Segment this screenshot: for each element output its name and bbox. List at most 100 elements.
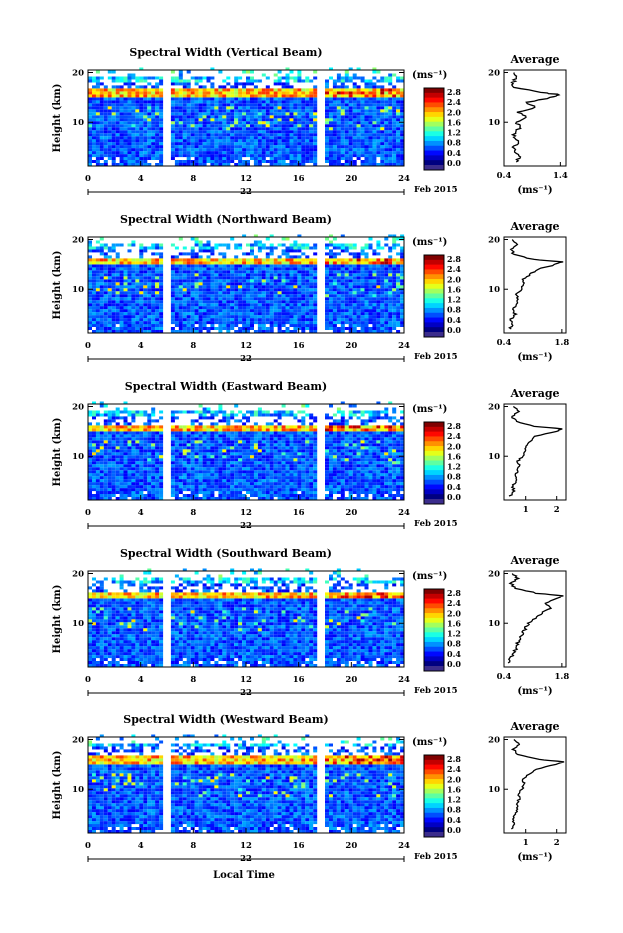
heatmap-cell (290, 133, 294, 136)
heatmap-cell (171, 455, 175, 458)
heatmap-cell (210, 270, 214, 273)
heatmap-cell (333, 324, 337, 327)
heatmap-cell (345, 294, 349, 297)
heatmap-cell (301, 309, 305, 312)
heatmap-cell (274, 142, 278, 145)
heatmap-cell (254, 241, 258, 244)
heatmap-cell (143, 151, 147, 154)
heatmap-cell (329, 273, 333, 276)
heatmap-cell (135, 455, 139, 458)
heatmap-cell (124, 100, 128, 103)
heatmap-cell (286, 103, 290, 106)
heatmap-cell (274, 294, 278, 297)
heatmap-cell (353, 91, 357, 94)
heatmap-cell (286, 80, 290, 83)
heatmap-cell (116, 473, 120, 476)
heatmap-cell (183, 288, 187, 291)
heatmap-cell (337, 327, 341, 330)
heatmap-cell (262, 100, 266, 103)
heatmap-cell (365, 285, 369, 288)
heatmap-cell (92, 324, 96, 327)
heatmap-cell (191, 121, 195, 124)
heatmap-cell (112, 77, 116, 80)
heatmap-cell (203, 273, 207, 276)
heatmap-cell (222, 115, 226, 118)
heatmap-cell (88, 476, 92, 479)
heatmap-cell (266, 160, 270, 163)
heatmap-cell (112, 446, 116, 449)
heatmap-cell (116, 244, 120, 247)
heatmap-cell (207, 77, 211, 80)
heatmap-cell (100, 300, 104, 303)
heatmap-cell (128, 479, 132, 482)
heatmap-cell (187, 303, 191, 306)
heatmap-cell (341, 288, 345, 291)
heatmap-cell (143, 324, 147, 327)
heatmap-cell (246, 121, 250, 124)
heatmap-cell (112, 297, 116, 300)
heatmap-cell (222, 94, 226, 97)
heatmap-cell (187, 118, 191, 121)
heatmap-cell (333, 291, 337, 294)
heatmap-cell (361, 142, 365, 145)
heatmap-cell (301, 157, 305, 160)
heatmap-cell (313, 300, 317, 303)
heatmap-cell (139, 485, 143, 488)
heatmap-cell (278, 100, 282, 103)
heatmap-cell (313, 106, 317, 109)
heatmap-cell (207, 291, 211, 294)
heatmap-cell (139, 425, 143, 428)
heatmap-cell (203, 288, 207, 291)
heatmap-cell (143, 118, 147, 121)
heatmap-cell (139, 103, 143, 106)
heatmap-cell (120, 276, 124, 279)
heatmap-cell (203, 244, 207, 247)
heatmap-cell (246, 127, 250, 130)
heatmap-cell (262, 276, 266, 279)
heatmap-cell (384, 261, 388, 264)
heatmap-cell (384, 139, 388, 142)
heatmap-cell (116, 303, 120, 306)
heatmap-cell (124, 279, 128, 282)
heatmap-cell (290, 118, 294, 121)
heatmap-cell (380, 106, 384, 109)
heatmap-cell (120, 428, 124, 431)
heatmap-cell (230, 303, 234, 306)
heatmap-cell (226, 247, 230, 250)
heatmap-cell (286, 273, 290, 276)
heatmap-cell (143, 306, 147, 309)
heatmap-cell (286, 124, 290, 127)
heatmap-cell (143, 482, 147, 485)
heatmap-cell (278, 318, 282, 321)
heatmap-cell (230, 112, 234, 115)
heatmap-cell (96, 411, 100, 414)
heatmap-cell (345, 85, 349, 88)
heatmap-cell (171, 476, 175, 479)
heatmap-cell (191, 312, 195, 315)
heatmap-cell (369, 247, 373, 250)
heatmap-cell (258, 244, 262, 247)
heatmap-cell (353, 300, 357, 303)
heatmap-cell (329, 276, 333, 279)
heatmap-cell (293, 315, 297, 318)
heatmap-cell (365, 252, 369, 255)
heatmap-cell (242, 321, 246, 324)
heatmap-cell (183, 315, 187, 318)
heatmap-cell (155, 482, 159, 485)
heatmap-cell (139, 318, 143, 321)
heatmap-cell (266, 100, 270, 103)
heatmap-cell (199, 273, 203, 276)
heatmap-cell (100, 452, 104, 455)
heatmap-cell (218, 261, 222, 264)
heatmap-cell (246, 273, 250, 276)
heatmap-cell (329, 252, 333, 255)
heatmap-cell (345, 291, 349, 294)
heatmap-cell (250, 145, 254, 148)
heatmap-cell (96, 494, 100, 497)
heatmap-cell (250, 139, 254, 142)
heatmap-cell (361, 121, 365, 124)
heatmap-cell (357, 91, 361, 94)
heatmap-cell (388, 139, 392, 142)
heatmap-cell (104, 312, 108, 315)
heatmap-cell (104, 455, 108, 458)
